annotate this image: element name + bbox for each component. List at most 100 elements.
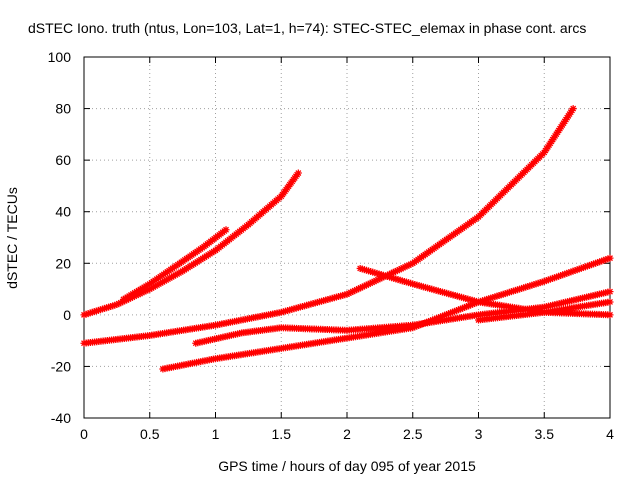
data-point-star — [372, 277, 380, 285]
data-point-star — [453, 307, 461, 315]
data-point-star — [583, 262, 591, 270]
data-point-star — [389, 268, 397, 276]
data-point-star — [351, 287, 359, 295]
data-point-star — [387, 269, 395, 277]
data-point-star — [130, 292, 138, 300]
data-point-star — [569, 267, 577, 275]
data-point-star — [596, 258, 604, 266]
data-point-star — [362, 281, 370, 289]
data-point-star — [144, 286, 152, 294]
x-tick-label: 2 — [343, 426, 351, 442]
x-tick-label: 1.5 — [272, 426, 292, 442]
data-point-star — [119, 298, 127, 306]
data-point-star — [457, 305, 465, 313]
data-point-star — [349, 287, 357, 295]
data-point-star — [575, 265, 583, 273]
data-point-star — [461, 303, 469, 311]
gridlines — [84, 57, 610, 418]
data-point-star — [598, 257, 606, 265]
data-point-star — [355, 285, 363, 293]
x-tick-label: 0.5 — [140, 426, 160, 442]
data-point-star — [573, 266, 581, 274]
data-point-star — [117, 299, 125, 307]
data-point-star — [467, 301, 475, 309]
data-point-star — [606, 288, 614, 296]
data-point-star — [567, 268, 575, 276]
data-point-star — [403, 262, 411, 270]
data-point-star — [565, 269, 573, 277]
data-point-star — [358, 283, 366, 291]
data-point-star — [540, 277, 548, 285]
data-point-star — [469, 300, 477, 308]
x-tick-label: 1 — [212, 426, 220, 442]
data-point-star — [393, 267, 401, 275]
data-point-star — [138, 289, 146, 297]
data-point-star — [579, 264, 587, 272]
data-point-star — [606, 254, 614, 262]
data-point-star — [561, 270, 569, 278]
data-point-star — [604, 255, 612, 263]
x-tick-label: 3 — [475, 426, 483, 442]
data-point-star — [571, 266, 579, 274]
data-point-star — [455, 306, 463, 314]
data-point-star — [347, 288, 355, 296]
y-tick-label: 40 — [55, 204, 71, 220]
data-point-star — [577, 264, 585, 272]
y-tick-label: 20 — [55, 255, 71, 271]
data-point-star — [555, 272, 563, 280]
data-point-star — [360, 282, 368, 290]
data-point-star — [548, 274, 556, 282]
data-point-star — [435, 314, 443, 322]
data-point-star — [445, 310, 453, 318]
data-point-star — [401, 263, 409, 271]
x-tick-label: 3.5 — [535, 426, 555, 442]
data-point-star — [441, 311, 449, 319]
y-tick-label: -20 — [51, 358, 71, 374]
data-point-star — [376, 275, 384, 283]
series-arc — [119, 226, 230, 303]
data-point-star — [443, 310, 451, 318]
data-point-star — [449, 308, 457, 316]
data-point-star — [134, 291, 142, 299]
data-point-star — [353, 286, 361, 294]
x-tick-label: 4 — [606, 426, 614, 442]
data-point-star — [563, 269, 571, 277]
data-point-star — [542, 277, 550, 285]
chart-title: dSTEC Iono. truth (ntus, Lon=103, Lat=1,… — [28, 20, 586, 36]
x-tick-label: 0 — [80, 426, 88, 442]
data-point-star — [546, 275, 554, 283]
data-point-star — [140, 288, 148, 296]
data-point-star — [407, 260, 415, 268]
data-point-star — [113, 301, 121, 309]
y-tick-label: 80 — [55, 101, 71, 117]
series-arc — [159, 254, 614, 373]
y-tick-label: -40 — [51, 410, 71, 426]
data-point-star — [594, 258, 602, 266]
y-tick-label: 100 — [48, 49, 72, 65]
data-point-star — [395, 266, 403, 274]
data-point-star — [569, 105, 577, 113]
data-point-star — [374, 276, 382, 284]
data-point-star — [115, 300, 123, 308]
y-tick-label: 0 — [63, 307, 71, 323]
data-point-star — [405, 261, 413, 269]
data-point-star — [451, 307, 459, 315]
data-point-star — [606, 298, 614, 306]
axis-ticks: 0 0.5 1 1.5 2 2.5 3 3.5 4 -40 -20 0 20 40 60 80 100 — [48, 49, 614, 442]
data-point-star — [463, 303, 471, 311]
data-point-star — [345, 289, 353, 297]
data-point-star — [600, 256, 608, 264]
data-point-star — [553, 273, 561, 281]
data-point-star — [588, 261, 596, 269]
data-point-star — [294, 169, 302, 177]
data-point-star — [397, 265, 405, 273]
data-point-star — [368, 278, 376, 286]
data-point-star — [391, 267, 399, 275]
data-point-star — [592, 259, 600, 267]
data-point-star — [437, 313, 445, 321]
data-point-star — [343, 290, 351, 298]
y-axis-title: dSTEC / TECUs — [4, 187, 20, 289]
data-point-star — [142, 287, 150, 295]
data-point-star — [590, 260, 598, 268]
data-point-star — [606, 311, 614, 319]
